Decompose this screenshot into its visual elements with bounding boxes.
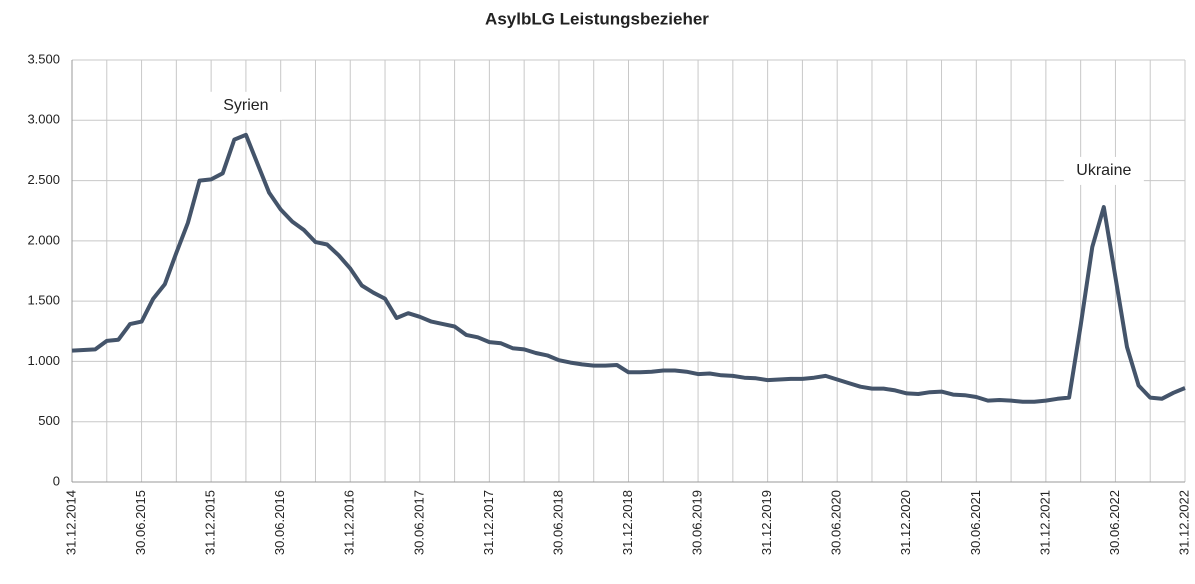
y-tick-label: 0 [53,473,60,488]
x-tick-label: 30.06.2022 [1107,490,1122,555]
annotation-box [209,91,282,120]
annotation-box [1063,156,1144,185]
annotation: Syrien [223,97,268,114]
x-tick-label: 31.12.2014 [63,490,78,555]
y-tick-label: 2.000 [27,232,60,247]
y-tick-label: 1.500 [27,293,60,308]
x-tick-label: 31.12.2015 [203,490,218,555]
x-tick-label: 30.06.2020 [829,490,844,555]
line [71,132,1186,404]
x-tick-label: 31.12.2022 [1176,490,1191,555]
x-tick-label: 31.12.2017 [481,490,496,555]
x-tick-label: 31.12.2020 [898,490,913,555]
y-tick-label: 2.500 [27,172,60,187]
x-tick-label: 31.12.2019 [759,490,774,555]
x-tick-label: 30.06.2021 [968,490,983,555]
chart-title: AsylbLG Leistungsbezieher [485,9,709,28]
annotation: Ukraine [1076,162,1131,179]
x-tick-label: 30.06.2017 [411,490,426,555]
x-tick-label: 31.12.2021 [1037,490,1052,555]
x-tick-label: 31.12.2016 [342,490,357,555]
x-tick-label: 30.06.2018 [550,490,565,555]
x-tick-label: 30.06.2016 [272,490,287,555]
x-tick-label: 30.06.2015 [133,490,148,555]
x-tick-label: 30.06.2019 [690,490,705,555]
y-tick-label: 1.000 [27,353,60,368]
x-tick-label: 31.12.2018 [620,490,635,555]
y-tick-label: 3.500 [27,51,60,66]
y-tick-label: 3.000 [27,112,60,127]
y-tick-label: 500 [38,413,60,428]
